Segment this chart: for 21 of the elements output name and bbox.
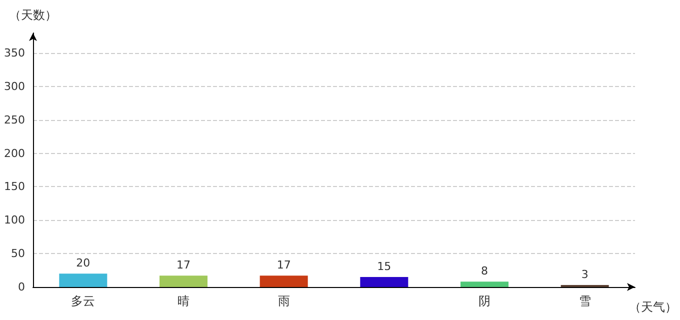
y-tick-label: 250 [4, 113, 25, 126]
data-label: 3 [581, 268, 588, 281]
x-tick-label: 阴 [478, 294, 490, 308]
y-tick-label: 150 [4, 180, 25, 194]
y-tick-label: 350 [4, 46, 25, 60]
y-tick-label: 100 [4, 214, 25, 227]
x-tick-label: 雪 [578, 294, 591, 308]
y-tick-label: 300 [4, 80, 25, 93]
y-tick-label: 0 [18, 280, 25, 294]
data-label: 20 [76, 256, 90, 270]
y-axis-title: （天数） [9, 8, 57, 22]
data-label: 8 [481, 264, 488, 278]
x-tick-label: 多云 [71, 294, 96, 308]
data-label: 15 [377, 260, 392, 273]
data-label: 17 [276, 258, 291, 272]
x-tick-label: 晴 [178, 294, 190, 308]
y-tick-label: 200 [4, 146, 25, 160]
x-tick-label: 雨 [278, 294, 290, 308]
data-label: 17 [176, 258, 190, 272]
y-tick-label: 50 [11, 247, 25, 260]
x-axis-title: （天气） [629, 300, 677, 314]
